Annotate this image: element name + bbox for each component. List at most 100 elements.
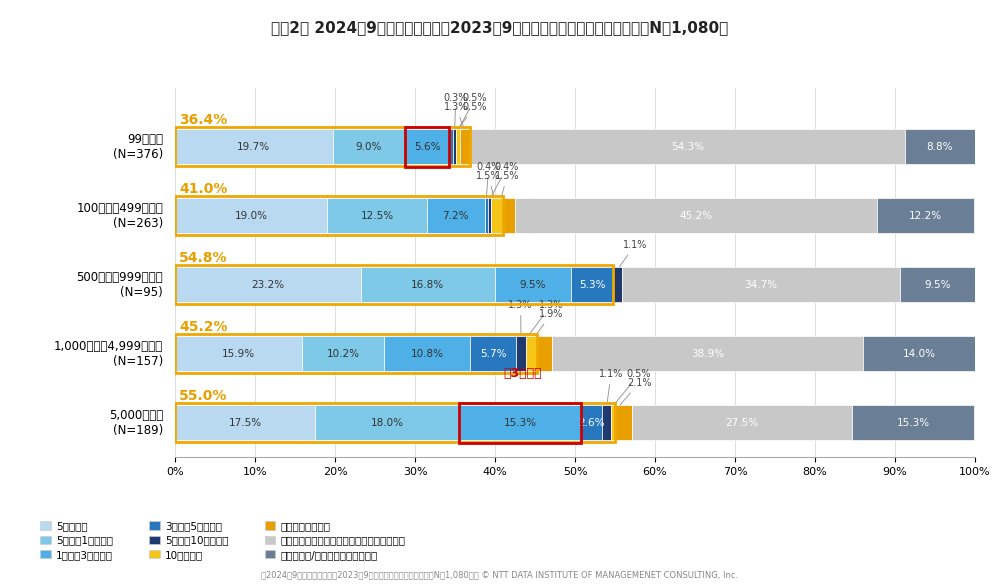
- Text: 16.8%: 16.8%: [411, 280, 444, 289]
- Bar: [488, 198, 491, 233]
- Text: 9.5%: 9.5%: [925, 280, 951, 289]
- Bar: [175, 334, 537, 373]
- Text: 9.0%: 9.0%: [355, 142, 382, 152]
- Bar: [863, 336, 975, 371]
- Bar: [900, 267, 976, 302]
- Text: 55.0%: 55.0%: [179, 389, 227, 403]
- Bar: [526, 336, 537, 371]
- Text: 「2024年9月月給の増加額（2023年9月との比較、従業員規模別、N＝1,080）」 © NTT DATA INSTITUTE OF MANAGEMENET : 「2024年9月月給の増加額（2023年9月との比較、従業員規模別、N＝1,08…: [261, 570, 739, 579]
- Text: 15.3%: 15.3%: [504, 418, 537, 428]
- Text: 1.3%: 1.3%: [508, 300, 533, 335]
- Text: 約3倍の差: 約3倍の差: [504, 367, 542, 380]
- Bar: [485, 198, 488, 233]
- Bar: [615, 406, 632, 440]
- Text: 0.5%: 0.5%: [614, 369, 651, 405]
- Text: 10.8%: 10.8%: [411, 349, 444, 359]
- Text: 17.5%: 17.5%: [228, 418, 262, 428]
- Bar: [175, 336, 302, 371]
- Bar: [611, 406, 615, 440]
- Text: 19.7%: 19.7%: [237, 142, 270, 152]
- Text: 10.2%: 10.2%: [326, 349, 360, 359]
- Text: 1.9%: 1.9%: [535, 309, 563, 336]
- Text: 1.3%: 1.3%: [528, 300, 563, 336]
- Text: 1.1%: 1.1%: [599, 369, 623, 404]
- Bar: [333, 130, 405, 164]
- Text: 15.9%: 15.9%: [222, 349, 255, 359]
- Bar: [449, 130, 453, 164]
- Bar: [515, 198, 877, 233]
- Bar: [516, 336, 526, 371]
- Text: 5.7%: 5.7%: [480, 349, 506, 359]
- Text: 15.3%: 15.3%: [896, 418, 930, 428]
- Text: 2.1%: 2.1%: [620, 378, 651, 405]
- Text: 2.6%: 2.6%: [579, 418, 605, 428]
- Bar: [503, 198, 515, 233]
- Text: 1.5%: 1.5%: [476, 171, 501, 197]
- Text: 1.3%: 1.3%: [444, 102, 468, 128]
- Bar: [877, 198, 974, 233]
- Bar: [175, 403, 615, 442]
- Text: 41.0%: 41.0%: [179, 182, 227, 196]
- Bar: [571, 267, 613, 302]
- Bar: [852, 406, 974, 440]
- Text: 1.5%: 1.5%: [495, 171, 519, 197]
- Text: 36.4%: 36.4%: [179, 113, 227, 127]
- Text: 1.1%: 1.1%: [619, 240, 647, 267]
- Text: 19.0%: 19.0%: [234, 210, 268, 220]
- Bar: [495, 267, 571, 302]
- Text: 38.9%: 38.9%: [691, 349, 724, 359]
- Text: 23.2%: 23.2%: [251, 280, 284, 289]
- Bar: [622, 267, 900, 302]
- Text: 0.4%: 0.4%: [476, 162, 501, 197]
- Text: 45.2%: 45.2%: [679, 210, 712, 220]
- Text: 7.2%: 7.2%: [443, 210, 469, 220]
- Text: 0.5%: 0.5%: [458, 102, 487, 129]
- Bar: [302, 336, 384, 371]
- Bar: [175, 198, 327, 233]
- Bar: [361, 267, 495, 302]
- Bar: [459, 406, 581, 440]
- Bar: [470, 336, 516, 371]
- Bar: [613, 267, 622, 302]
- Bar: [175, 196, 503, 235]
- Text: 0.3%: 0.3%: [444, 93, 468, 128]
- Bar: [537, 336, 552, 371]
- Bar: [175, 130, 333, 164]
- Bar: [315, 406, 459, 440]
- Text: 54.8%: 54.8%: [179, 251, 228, 265]
- Bar: [602, 406, 611, 440]
- Text: 0.5%: 0.5%: [459, 93, 487, 128]
- Bar: [453, 130, 456, 164]
- Bar: [632, 406, 852, 440]
- Text: 34.7%: 34.7%: [744, 280, 778, 289]
- Bar: [552, 336, 863, 371]
- Bar: [581, 406, 602, 440]
- Bar: [456, 130, 460, 164]
- Text: 12.2%: 12.2%: [909, 210, 942, 220]
- Bar: [384, 336, 470, 371]
- Legend: 5千円未満, 5千円以1万円未満, 1万円以3万円未満, 3万円以5万円未満, 5万円以10万円未満, 10万円以上, 賎下げが行われた, 賃上げ・賎下げは、ど: 5千円未満, 5千円以1万円未満, 1万円以3万円未満, 3万円以5万円未満, …: [40, 522, 406, 560]
- Text: 5.6%: 5.6%: [414, 142, 440, 152]
- Text: 5.3%: 5.3%: [579, 280, 605, 289]
- Bar: [327, 198, 427, 233]
- Text: 45.2%: 45.2%: [179, 321, 228, 334]
- Bar: [905, 130, 975, 164]
- Text: 9.5%: 9.5%: [520, 280, 546, 289]
- Text: 14.0%: 14.0%: [903, 349, 936, 359]
- Bar: [491, 198, 503, 233]
- Bar: [175, 267, 361, 302]
- Bar: [459, 403, 581, 442]
- Bar: [470, 130, 905, 164]
- Bar: [427, 198, 485, 233]
- Bar: [460, 130, 470, 164]
- Text: 54.3%: 54.3%: [671, 142, 704, 152]
- Bar: [175, 265, 613, 304]
- Text: 27.5%: 27.5%: [725, 418, 758, 428]
- Bar: [405, 130, 449, 164]
- Text: 0.4%: 0.4%: [491, 162, 519, 197]
- Bar: [405, 127, 449, 166]
- Text: 18.0%: 18.0%: [371, 418, 404, 428]
- Text: 【図2】 2024年9月月給の増加額（2023年9月月給との比較、従業員規模別、N＝1,080）: 【図2】 2024年9月月給の増加額（2023年9月月給との比較、従業員規模別、…: [271, 21, 729, 36]
- Text: 12.5%: 12.5%: [360, 210, 394, 220]
- Text: 8.8%: 8.8%: [927, 142, 953, 152]
